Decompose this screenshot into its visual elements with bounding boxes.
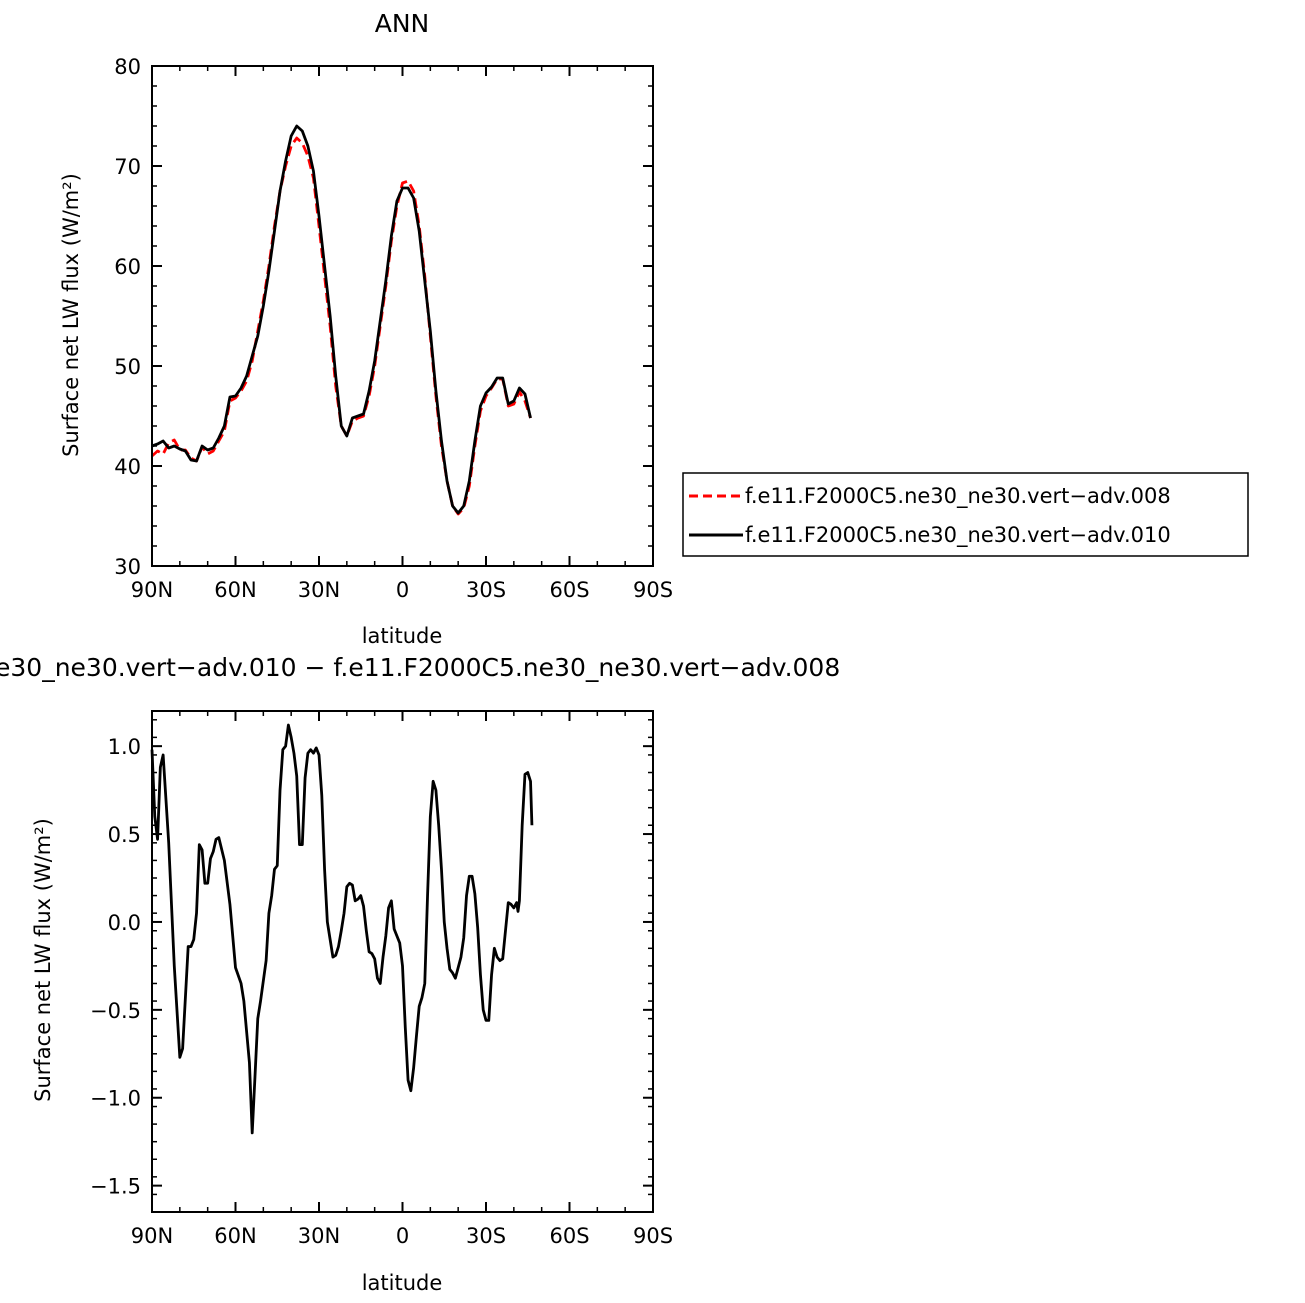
top-x-tick-label: 90N: [131, 578, 173, 602]
top-plot-frame: [151, 65, 654, 567]
bottom-y-tick-label: −1.5: [90, 1175, 141, 1199]
top-series-layer: [151, 124, 532, 516]
bottom-y-axis-label: Surface net LW flux (W/m²): [31, 818, 55, 1102]
bottom-x-tick-label: 90N: [131, 1224, 173, 1248]
top-series-line-0: [151, 136, 532, 516]
top-y-axis-label: Surface net LW flux (W/m²): [59, 173, 83, 457]
top-x-tick-label: 60S: [549, 578, 589, 602]
bottom-x-tick-label: 30S: [466, 1224, 506, 1248]
top-y-tick-label: 50: [114, 355, 141, 379]
bottom-y-tick-label: 1.0: [108, 735, 141, 759]
top-x-tick-label: 60N: [214, 578, 256, 602]
top-series-line-1: [151, 124, 532, 515]
top-x-tick-label: 30S: [466, 578, 506, 602]
top-chart-title: ANN: [375, 9, 430, 38]
bottom-x-tick-label: 60N: [214, 1224, 256, 1248]
bottom-x-tick-label: 60S: [549, 1224, 589, 1248]
top-y-tick-label: 70: [114, 155, 141, 179]
top-y-tick-label: 30: [114, 555, 141, 579]
bottom-series-layer: [150, 723, 534, 1135]
top-panel: ANN Surface net LW flux (W/m²) latitude …: [59, 9, 673, 648]
top-axes: 90N 60N 30N 0 30S 60S 90S 30 40 50 60 70 80: [114, 55, 673, 602]
bottom-x-tick-label: 30N: [298, 1224, 340, 1248]
bottom-x-tick-label: 0: [396, 1224, 409, 1248]
top-x-tick-label: 90S: [633, 578, 673, 602]
bottom-series-line-0: [150, 723, 534, 1135]
bottom-y-tick-label: −1.0: [90, 1087, 141, 1111]
bottom-plot-frame: [151, 710, 654, 1213]
top-x-tick-label: 0: [396, 578, 409, 602]
bottom-panel: e30_ne30.vert−adv.010 − f.e11.F2000C5.ne…: [0, 653, 840, 1295]
bottom-y-tick-label: 0.5: [108, 823, 141, 847]
bottom-chart-title: e30_ne30.vert−adv.010 − f.e11.F2000C5.ne…: [0, 653, 840, 682]
bottom-y-tick-label: 0.0: [108, 911, 141, 935]
legend-label-010: f.e11.F2000C5.ne30_ne30.vert−adv.010: [745, 523, 1171, 548]
legend-label-008: f.e11.F2000C5.ne30_ne30.vert−adv.008: [745, 484, 1171, 509]
top-x-axis-label: latitude: [362, 624, 443, 648]
bottom-x-tick-label: 90S: [633, 1224, 673, 1248]
top-y-tick-label: 60: [114, 255, 141, 279]
legend-box: [682, 472, 1249, 557]
top-y-tick-label: 40: [114, 455, 141, 479]
bottom-axes: 90N 60N 30N 0 30S 60S 90S 1.0 0.5 0.0 −0.5 −1.0 −1.5: [90, 711, 673, 1248]
top-x-tick-label: 30N: [298, 578, 340, 602]
bottom-y-tick-label: −0.5: [90, 999, 141, 1023]
legend: f.e11.F2000C5.ne30_ne30.vert−adv.008 f.e…: [682, 472, 1249, 557]
bottom-x-axis-label: latitude: [362, 1271, 443, 1295]
top-y-tick-label: 80: [114, 55, 141, 79]
